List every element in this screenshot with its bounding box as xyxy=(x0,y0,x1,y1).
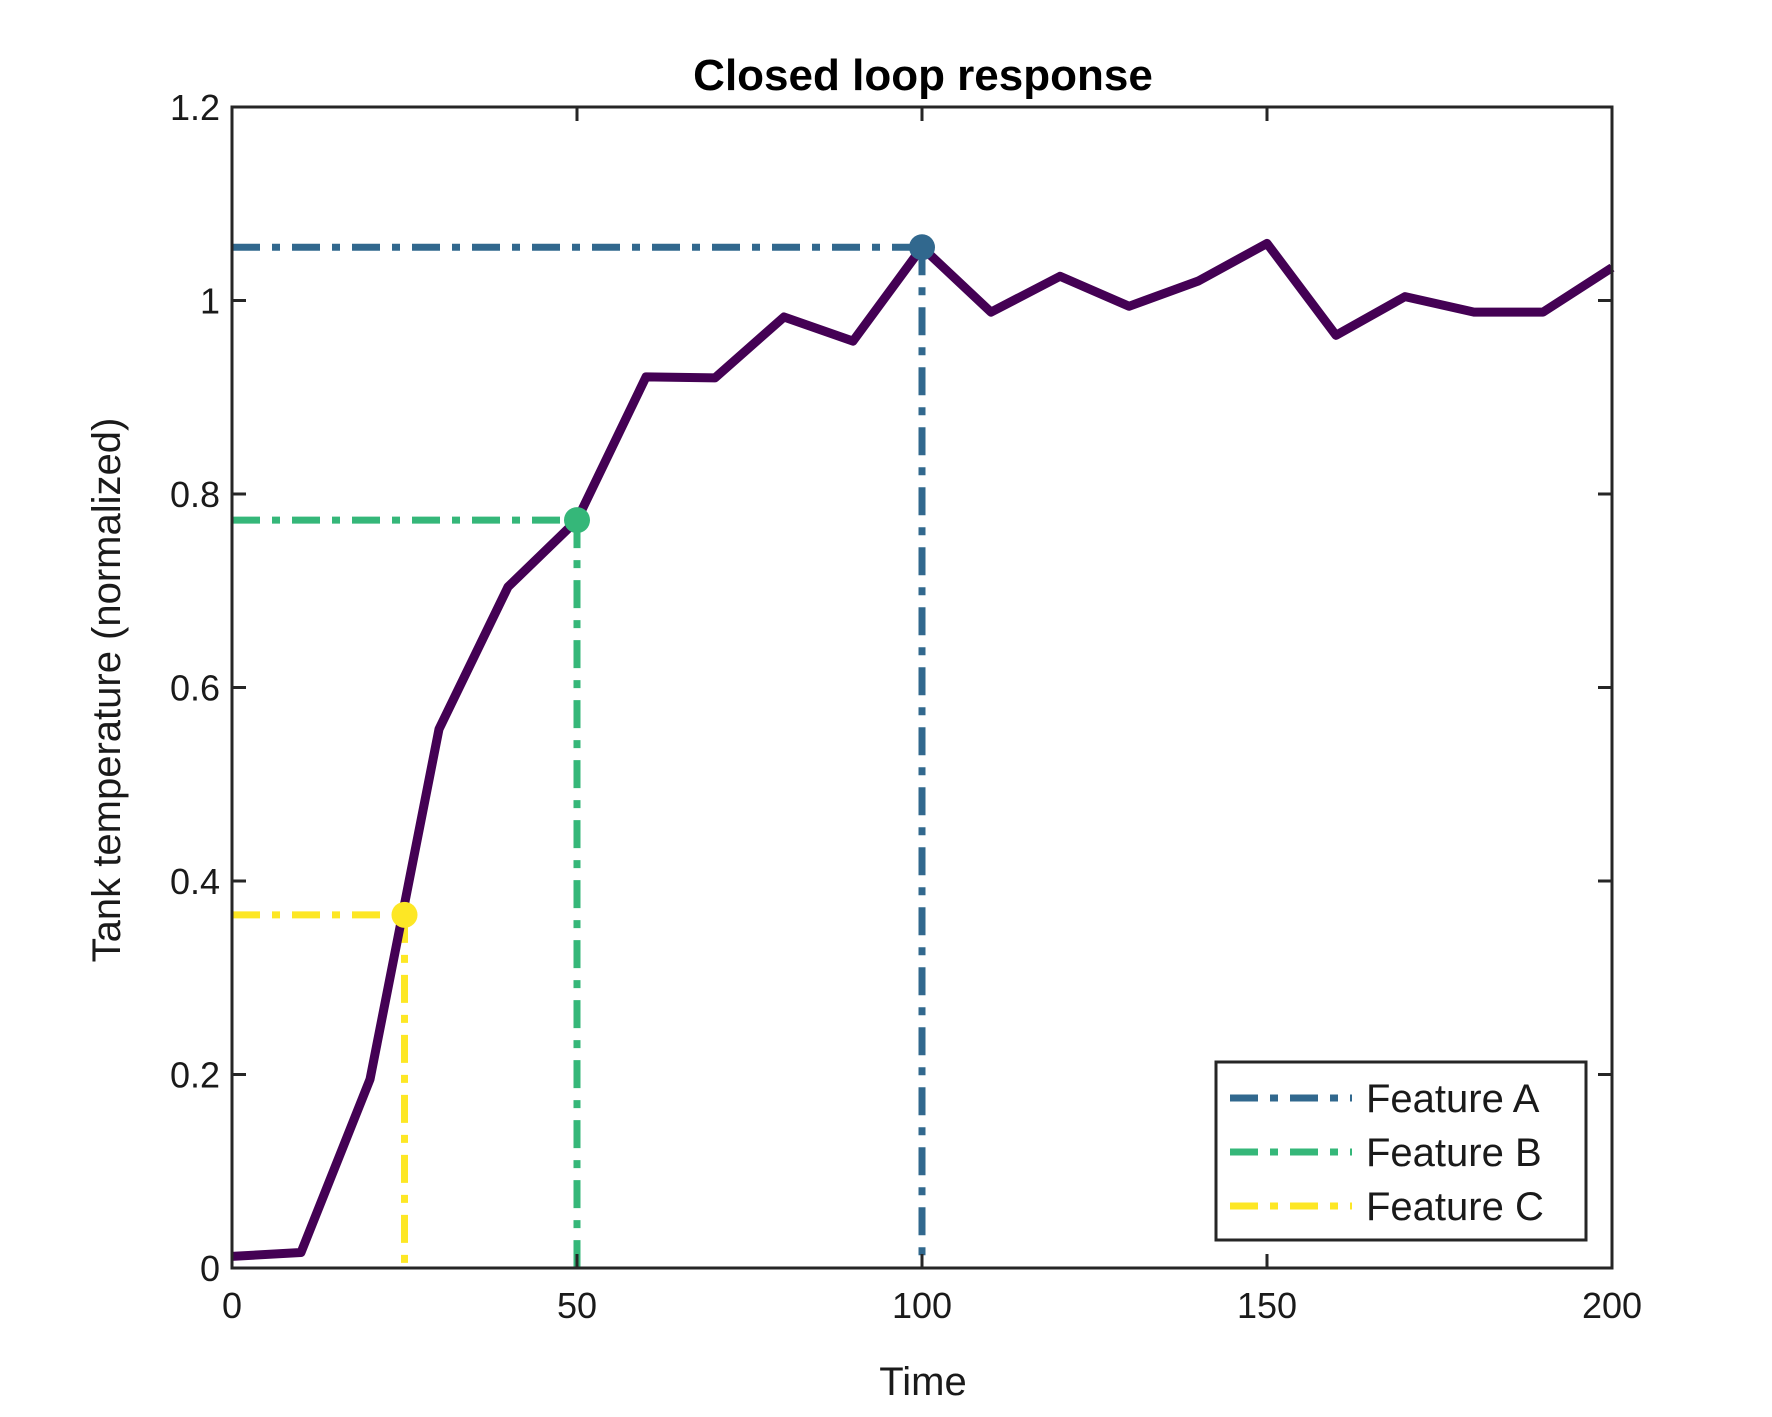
y-tick-label: 0.6 xyxy=(170,668,220,709)
x-axis-label: Time xyxy=(879,1360,966,1404)
x-tick-label: 200 xyxy=(1582,1285,1642,1326)
y-tick-label: 0 xyxy=(200,1248,220,1289)
y-tick-label: 0.8 xyxy=(170,474,220,515)
legend-label-feature-b: Feature B xyxy=(1366,1131,1542,1175)
y-axis-label: Tank temperature (normalized) xyxy=(85,418,129,963)
x-tick-label: 100 xyxy=(892,1285,952,1326)
axes-layer: 0 50 100 150 200 0 0.2 0.4 0.6 0.8 1 1.2 xyxy=(170,87,1642,1326)
lines-layer xyxy=(231,234,1615,1268)
feature-c-marker xyxy=(391,901,418,928)
legend-label-feature-a: Feature A xyxy=(1366,1077,1540,1121)
legend: Feature A Feature B Feature C xyxy=(1214,1060,1588,1242)
feature-b-marker xyxy=(564,507,590,534)
y-tick-label: 0.4 xyxy=(170,861,220,902)
x-tick-label: 50 xyxy=(557,1285,597,1326)
y-tick-label: 0.2 xyxy=(170,1055,220,1096)
chart-title: Closed loop response xyxy=(693,51,1153,100)
y-tick-label: 1 xyxy=(200,281,220,322)
legend-label-feature-c: Feature C xyxy=(1366,1185,1544,1229)
y-tick-label: 1.2 xyxy=(170,87,220,128)
x-tick-label: 150 xyxy=(1237,1285,1297,1326)
x-tick-label: 0 xyxy=(222,1285,242,1326)
feature-a-marker xyxy=(909,234,935,261)
